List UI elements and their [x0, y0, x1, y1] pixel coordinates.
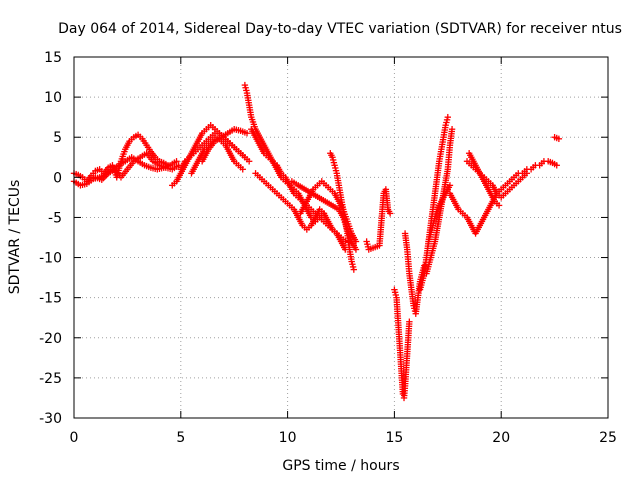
y-tick-label: -15: [39, 291, 62, 307]
data-point: [553, 162, 560, 169]
x-axis-label: GPS time / hours: [282, 458, 399, 474]
data-point: [239, 166, 246, 173]
data-point: [448, 126, 456, 133]
chart-title: Day 064 of 2014, Sidereal Day-to-day VTE…: [58, 21, 622, 37]
data-point: [495, 202, 503, 209]
data-point: [523, 170, 531, 177]
data-point: [446, 182, 454, 189]
x-tick-label: 15: [385, 430, 403, 446]
y-axis-label: SDTVAR / TECUs: [7, 180, 23, 295]
data-point: [342, 238, 349, 245]
grid-layer: [74, 57, 608, 418]
plot-frame: [73, 56, 609, 419]
y-tick-label: -5: [48, 210, 62, 226]
y-tick-label: 10: [44, 90, 62, 106]
y-tick-label: -25: [39, 371, 62, 387]
y-tick-label: 0: [53, 170, 62, 186]
y-tick-label: 15: [44, 50, 62, 66]
points-layer: [70, 81, 563, 402]
y-tick-label: -30: [39, 411, 62, 427]
data-point: [555, 135, 563, 143]
data-point: [245, 158, 253, 165]
data-point: [350, 266, 358, 273]
x-tick-label: 10: [279, 430, 297, 446]
data-point: [386, 210, 394, 217]
data-point: [352, 246, 360, 253]
x-tick-label: 20: [492, 430, 510, 446]
data-point: [173, 158, 180, 165]
tick-labels-layer: 0 5 10 15 20 25 -30 -25 -20 -15 -10 -5 0 5 10 15: [39, 50, 617, 446]
data-point: [243, 130, 251, 137]
y-tick-label: -20: [39, 331, 62, 347]
x-tick-label: 5: [176, 430, 185, 446]
data-point: [444, 113, 451, 121]
y-tick-label: -10: [39, 251, 62, 267]
ticks-layer: [73, 56, 609, 419]
data-point: [406, 318, 413, 325]
x-tick-label: 25: [599, 430, 617, 446]
y-tick-label: 5: [53, 130, 62, 146]
x-tick-label: 0: [70, 430, 79, 446]
